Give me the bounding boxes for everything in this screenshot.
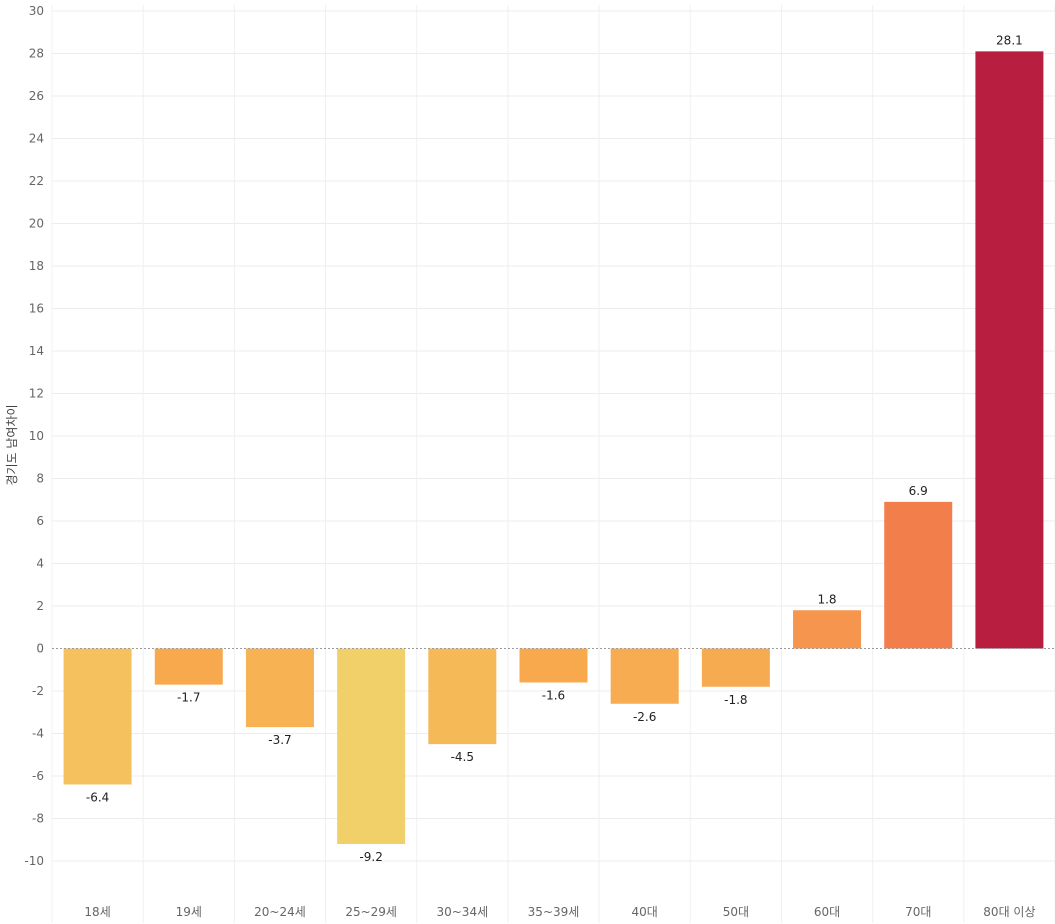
y-tick-label: 12	[29, 387, 44, 401]
y-tick-label: 28	[29, 47, 44, 61]
y-tick-label: -6	[32, 769, 44, 783]
bar[interactable]	[245, 648, 314, 728]
x-tick-label: 80대 이상	[983, 905, 1035, 919]
data-label: -1.8	[724, 693, 747, 707]
data-label: 28.1	[996, 33, 1023, 47]
bar[interactable]	[154, 648, 223, 685]
bar[interactable]	[610, 648, 679, 704]
bar[interactable]	[337, 648, 406, 845]
data-label: -6.4	[86, 791, 109, 805]
x-tick-label: 19세	[176, 905, 202, 919]
y-tick-label: 18	[29, 259, 44, 273]
x-tick-label: 30~34세	[436, 905, 488, 919]
x-axis-ticks: 18세 19세 20~24세 25~29세 30~34세 35~39세 40대 50대 60대 7…	[84, 905, 1035, 919]
y-tick-label: 20	[29, 217, 44, 231]
y-tick-label: 30	[29, 4, 44, 18]
bar[interactable]	[519, 648, 588, 683]
y-tick-label: 2	[36, 599, 44, 613]
y-tick-label: 8	[36, 472, 44, 486]
data-label: -1.6	[542, 689, 565, 703]
y-tick-label: 16	[29, 302, 44, 316]
data-label: -9.2	[359, 850, 382, 864]
x-tick-label: 50대	[723, 905, 749, 919]
y-tick-label: 6	[36, 514, 44, 528]
data-label: -2.6	[633, 710, 656, 724]
y-tick-label: 24	[29, 132, 44, 146]
x-tick-label: 70대	[905, 905, 931, 919]
y-tick-label: -10	[24, 854, 44, 868]
data-label: 6.9	[909, 484, 928, 498]
y-tick-label: -8	[32, 812, 44, 826]
bar[interactable]	[793, 610, 862, 649]
y-tick-label: 14	[29, 344, 44, 358]
bar[interactable]	[701, 648, 770, 687]
data-label: -1.7	[177, 691, 200, 705]
y-tick-label: -4	[32, 727, 44, 741]
y-tick-label: 10	[29, 429, 44, 443]
y-tick-label: 26	[29, 89, 44, 103]
bar[interactable]	[428, 648, 497, 745]
x-tick-label: 25~29세	[345, 905, 397, 919]
x-tick-label: 60대	[814, 905, 840, 919]
y-tick-label: 4	[36, 557, 44, 571]
y-tick-label: 0	[36, 642, 44, 656]
grid-lines	[51, 5, 1055, 923]
data-label: -4.5	[451, 750, 474, 764]
bar[interactable]	[884, 501, 953, 649]
data-label: 1.8	[817, 592, 836, 606]
data-labels: -6.4 -1.7 -3.7 -9.2 -4.5 -1.6 -2.6 -1.8 1.8 6.9 28…	[86, 33, 1023, 864]
y-tick-label: 22	[29, 174, 44, 188]
y-tick-label: -2	[32, 684, 44, 698]
x-tick-label: 40대	[632, 905, 658, 919]
x-tick-label: 18세	[84, 905, 110, 919]
bar[interactable]	[975, 51, 1044, 649]
bars	[63, 51, 1044, 845]
x-tick-label: 20~24세	[254, 905, 306, 919]
bar[interactable]	[63, 648, 132, 785]
data-label: -3.7	[268, 733, 291, 747]
y-axis-title: 경기도 남여차이	[5, 404, 19, 485]
x-tick-label: 35~39세	[528, 905, 580, 919]
